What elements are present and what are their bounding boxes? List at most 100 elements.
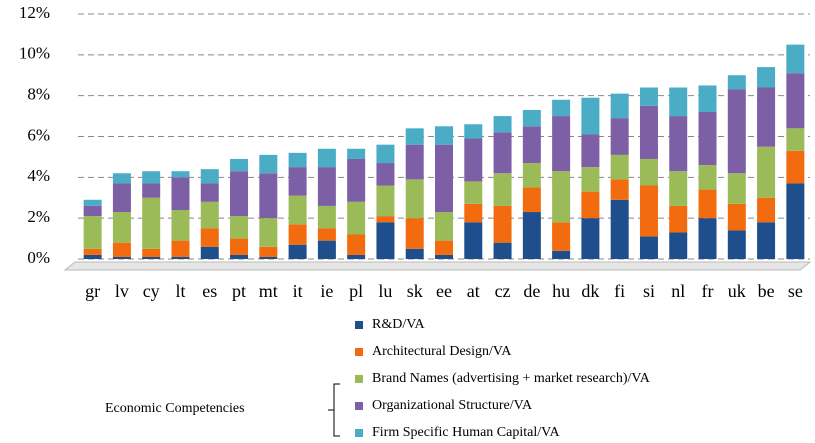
bar-segment	[522, 212, 541, 259]
bar-segment	[288, 167, 307, 196]
bar-segment	[493, 116, 512, 133]
bar-segment	[405, 218, 424, 249]
bar-segment	[405, 144, 424, 180]
y-tick-label: 0%	[27, 248, 50, 267]
bar-segment	[581, 218, 600, 259]
x-tick-label: at	[467, 281, 480, 301]
bar-segment	[317, 228, 336, 241]
bar-segment	[552, 222, 571, 251]
bar-segment	[230, 238, 249, 255]
bar-segment	[347, 254, 366, 259]
y-tick-label: 2%	[27, 207, 50, 226]
legend-bracket	[328, 383, 340, 437]
y-tick-label: 6%	[27, 125, 50, 144]
bar-segment	[230, 158, 249, 172]
bar-segment	[83, 216, 102, 249]
bar-segment	[171, 256, 190, 259]
bar-segment	[317, 167, 336, 206]
floor	[63, 261, 812, 271]
y-tick-label: 12%	[19, 3, 50, 22]
bar-segment	[581, 134, 600, 168]
x-tick-label: cz	[495, 281, 511, 301]
legend-label: Organizational Structure/VA	[372, 398, 533, 413]
x-tick-label: es	[202, 281, 217, 301]
bar-segment	[200, 246, 219, 259]
bar-segment	[464, 181, 483, 204]
legend-group: Economic Competencies	[105, 401, 245, 416]
bar-segment	[610, 93, 629, 119]
bar-segment	[317, 148, 336, 168]
bar-segment	[200, 201, 219, 229]
bar-segment	[112, 183, 131, 213]
bar-segment	[288, 152, 307, 168]
bar-segment	[200, 169, 219, 184]
bar-segment	[259, 218, 278, 247]
bar-segment	[376, 144, 395, 164]
bar-segment	[405, 248, 424, 259]
x-tick-label: gr	[85, 281, 100, 301]
y-tick-label: 10%	[19, 44, 50, 63]
bar-segment	[639, 185, 658, 237]
x-tick-label: de	[523, 281, 540, 301]
bar-segment	[757, 197, 776, 223]
x-tick-label: it	[293, 281, 303, 301]
bar-segment	[757, 87, 776, 147]
bar-segment	[639, 158, 658, 186]
bar-segment	[171, 177, 190, 210]
bar-segment	[347, 158, 366, 202]
bar-segment	[464, 124, 483, 139]
bar-segment	[581, 97, 600, 135]
bar-segment	[259, 173, 278, 219]
x-tick-label: fr	[702, 281, 714, 301]
x-tick-label: pt	[232, 281, 246, 301]
bar-segment	[639, 87, 658, 106]
x-tick-label: cy	[143, 281, 160, 301]
x-tick-label: lt	[175, 281, 185, 301]
bar-segment	[669, 205, 688, 233]
bar-segment	[610, 199, 629, 259]
bar-segment	[669, 232, 688, 259]
x-tick-label: ie	[320, 281, 333, 301]
bar-segment	[698, 112, 717, 166]
bar-segment	[522, 126, 541, 164]
bar-segment	[757, 146, 776, 198]
bar-segment	[786, 44, 805, 74]
bar-segment	[112, 212, 131, 243]
bar-segment	[376, 222, 395, 259]
bar-segment	[376, 216, 395, 223]
x-tick-label: dk	[581, 281, 599, 301]
x-tick-label: si	[643, 281, 655, 301]
bar-segment	[464, 138, 483, 182]
bar-segment	[83, 248, 102, 255]
x-tick-label: lv	[115, 281, 129, 301]
bar-segment	[200, 183, 219, 202]
bar-segment	[230, 216, 249, 239]
legend-swatch	[355, 402, 363, 410]
bar-segment	[786, 128, 805, 151]
bar-segment	[786, 150, 805, 184]
bar-segment	[698, 85, 717, 112]
bar-segment	[493, 242, 512, 259]
bar-segment	[288, 224, 307, 245]
bar-segment	[435, 126, 453, 145]
legend-label: Brand Names (advertising + market resear…	[372, 371, 651, 386]
bar-segment	[610, 179, 629, 200]
legend-swatch	[355, 348, 363, 356]
x-tick-label: sk	[407, 281, 423, 301]
bar-segment	[435, 212, 453, 241]
bar-segment	[317, 240, 336, 259]
bar-segment	[522, 187, 541, 213]
legend-label: Architectural Design/VA	[372, 344, 512, 359]
bar-segment	[581, 167, 600, 192]
bar-segment	[727, 173, 746, 204]
bar-segment	[698, 218, 717, 259]
bar-segment	[376, 163, 395, 186]
bar-segment	[142, 171, 161, 184]
bar-segment	[464, 203, 483, 223]
x-tick-label: se	[788, 281, 803, 301]
bar-segment	[639, 105, 658, 159]
bar-segment	[230, 171, 249, 217]
bar-segment	[83, 205, 102, 217]
bar-segment	[405, 179, 424, 219]
